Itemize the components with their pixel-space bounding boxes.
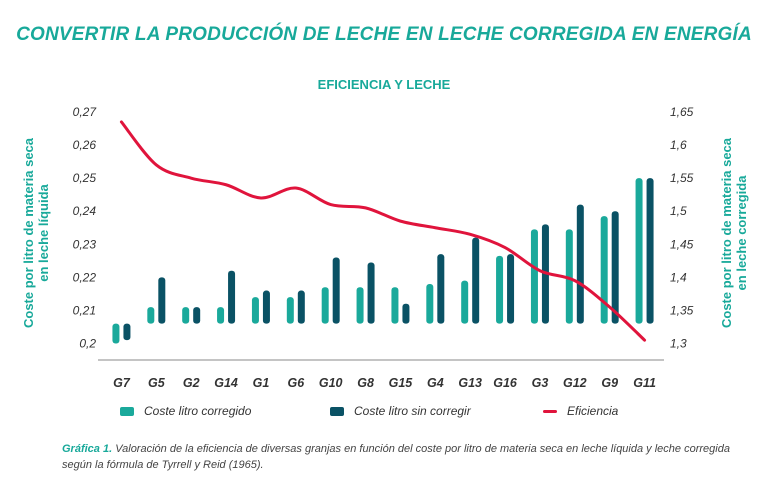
eficiencia-point — [120, 121, 122, 123]
left-tick-label: 0,25 — [73, 171, 97, 185]
x-tick-label: G6 — [287, 376, 305, 390]
x-tick-label: G8 — [357, 376, 374, 390]
x-tick-label: G2 — [183, 376, 200, 390]
legend-item-eficiencia: Eficiencia — [543, 404, 618, 418]
left-tick-label: 0,26 — [73, 138, 97, 152]
bar-sin-corregir — [507, 254, 515, 324]
caption-label: Gráfica 1. — [62, 443, 113, 455]
bar-corregido — [147, 307, 155, 324]
bar-corregido — [496, 255, 504, 324]
bar-corregido — [565, 229, 573, 324]
page-title: CONVERTIR LA PRODUCCIÓN DE LECHE EN LECH… — [16, 24, 752, 45]
bar-sin-corregir — [193, 307, 201, 324]
bar-corregido — [251, 297, 259, 324]
bar-sin-corregir — [332, 257, 340, 324]
x-tick-label: G1 — [253, 376, 270, 390]
legend-item-sin-corregir: Coste litro sin corregir — [330, 404, 471, 418]
legend-label-eficiencia: Eficiencia — [567, 404, 619, 418]
x-tick-label: G15 — [389, 376, 414, 390]
bar-corregido — [286, 297, 294, 324]
right-tick-label: 1,65 — [670, 105, 694, 119]
bar-corregido — [391, 287, 399, 324]
bar-corregido — [321, 287, 329, 324]
eficiencia-point — [225, 184, 227, 186]
legend-swatch-eficiencia — [543, 409, 557, 413]
x-tick-label: G7 — [113, 376, 131, 390]
left-tick-label: 0,22 — [73, 270, 97, 284]
legend-swatch-sin-corregir — [330, 406, 344, 416]
bar-corregido — [635, 178, 643, 324]
efficiency-chart: 0,2 0,21 0,22 0,23 0,24 0,25 0,26 0,27 1,3 1,35 1,… — [73, 105, 694, 390]
bar-corregido — [600, 216, 608, 324]
eficiencia-point — [260, 197, 262, 199]
bar-sin-corregir — [646, 178, 654, 324]
x-tick-label: G12 — [563, 376, 587, 390]
eficiencia-point — [295, 187, 297, 189]
eficiencia-point — [539, 270, 541, 272]
eficiencia-line — [119, 120, 647, 342]
caption-text: Valoración de la eficiencia de diversas … — [62, 443, 730, 471]
eficiencia-point — [644, 339, 646, 341]
right-tick-label: 1,6 — [670, 138, 687, 152]
x-tick-label: G3 — [532, 376, 549, 390]
right-tick-label: 1,55 — [670, 171, 694, 185]
x-tick-label: G10 — [319, 376, 343, 390]
legend-item-corregido: Coste litro corregido — [120, 404, 251, 418]
bar-corregido — [112, 323, 120, 344]
bar-corregido — [426, 283, 434, 324]
figure-caption: Gráfica 1. Valoración de la eficiencia d… — [62, 441, 762, 473]
bar-corregido — [182, 307, 190, 324]
bar-corregido — [356, 287, 364, 324]
bar-sin-corregir — [158, 277, 166, 324]
eficiencia-point — [504, 247, 506, 249]
bar-sin-corregir — [297, 290, 305, 324]
bar-sin-corregir — [402, 303, 410, 324]
eficiencia-point — [155, 164, 157, 166]
bar-sin-corregir — [576, 204, 584, 324]
x-tick-label: G14 — [214, 376, 238, 390]
left-tick-label: 0,24 — [73, 204, 97, 218]
bar-corregido — [530, 229, 538, 324]
bar-sin-corregir — [437, 254, 445, 324]
line-layer — [119, 120, 647, 342]
eficiencia-point — [609, 306, 611, 308]
left-tick-label: 0,21 — [73, 303, 96, 317]
left-tick-label: 0,2 — [79, 336, 96, 350]
left-tick-label: 0,23 — [73, 237, 97, 251]
bar-corregido — [217, 307, 225, 324]
right-tick-label: 1,3 — [670, 336, 687, 350]
eficiencia-point — [574, 280, 576, 282]
bar-sin-corregir — [262, 290, 270, 324]
bar-sin-corregir — [611, 211, 619, 324]
right-tick-label: 1,4 — [670, 270, 687, 284]
bar-sin-corregir — [123, 323, 131, 341]
left-tick-label: 0,27 — [73, 105, 98, 119]
x-tick-label: G13 — [458, 376, 482, 390]
bar-corregido — [461, 280, 469, 324]
x-tick-label: G11 — [633, 376, 656, 390]
chart-title: EFICIENCIA Y LECHE — [317, 77, 451, 92]
right-tick-label: 1,45 — [670, 237, 694, 251]
bar-sin-corregir — [228, 270, 236, 324]
eficiencia-point — [469, 233, 471, 235]
bar-sin-corregir — [472, 237, 480, 324]
legend-label-corregido: Coste litro corregido — [144, 404, 252, 418]
right-tick-label: 1,5 — [670, 204, 687, 218]
eficiencia-point — [365, 207, 367, 209]
x-tick-label: G4 — [427, 376, 444, 390]
eficiencia-point — [190, 177, 192, 179]
legend-swatch-corregido — [120, 406, 134, 416]
axes-layer: 0,2 0,21 0,22 0,23 0,24 0,25 0,26 0,27 1,3 1,35 1,… — [73, 105, 694, 390]
right-tick-label: 1,35 — [670, 303, 694, 317]
x-tick-label: G9 — [601, 376, 618, 390]
eficiencia-point — [399, 220, 401, 222]
bar-sin-corregir — [367, 262, 375, 324]
legend-label-sin-corregir: Coste litro sin corregir — [354, 404, 471, 418]
x-tick-label: G5 — [148, 376, 166, 390]
x-tick-label: G16 — [493, 376, 518, 390]
bars-layer — [112, 178, 654, 344]
eficiencia-point — [434, 227, 436, 229]
eficiencia-point — [330, 204, 332, 206]
